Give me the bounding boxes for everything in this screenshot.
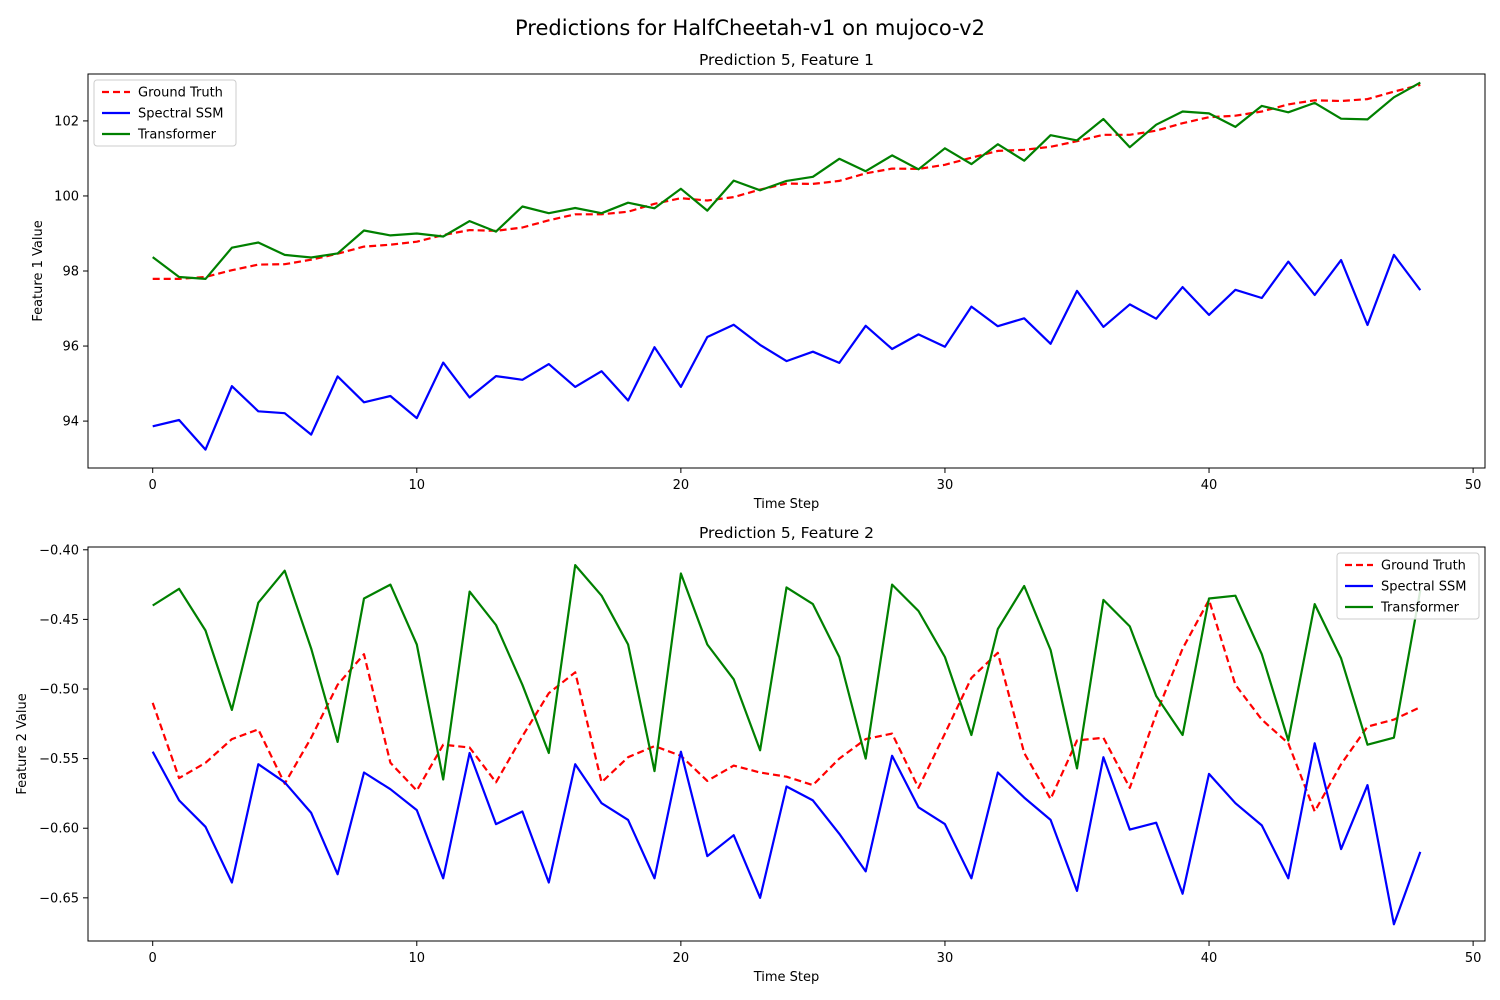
subplot-feature-1: 0 10 20 30 40 50 94 96 98 100 102 Prediction 5, Fea… — [31, 51, 1486, 512]
legend-entry: Spectral SSM — [138, 107, 224, 122]
y-axis-label: Feature 2 Value — [15, 693, 30, 794]
legend-entry: Spectral SSM — [1381, 580, 1467, 595]
x-tick-label: 40 — [1201, 478, 1218, 493]
y-tick-label: 96 — [62, 340, 79, 355]
legend: Ground Truth Spectral SSM Transformer — [93, 79, 237, 147]
x-tick-label: 10 — [409, 951, 426, 966]
series-line-transformer — [152, 563, 1422, 781]
y-tick-label: 98 — [62, 265, 79, 280]
series-line-transformer — [152, 81, 1421, 280]
figure-title: Predictions for HalfCheetah-v1 on mujoco… — [515, 16, 985, 40]
x-tick-label: 0 — [149, 951, 157, 966]
legend-entry: Ground Truth — [1381, 559, 1466, 574]
legend-entry: Transformer — [137, 128, 217, 143]
x-tick-label: 20 — [673, 951, 690, 966]
x-tick-label: 20 — [673, 478, 690, 493]
subplot-title: Prediction 5, Feature 2 — [699, 524, 874, 542]
legend-box — [1336, 552, 1480, 620]
x-tick-label: 10 — [409, 478, 426, 493]
x-tick-label: 0 — [149, 478, 157, 493]
y-tick-label: −0.50 — [39, 683, 79, 698]
legend-box — [93, 79, 237, 147]
y-tick-label: −0.55 — [39, 752, 79, 767]
legend-entry: Ground Truth — [138, 86, 223, 101]
subplot-feature-2: 0 10 20 30 40 50 −0.40 −0.45 −0.50 −0.55 −0.60 −0.6… — [15, 524, 1486, 985]
legend-entry: Transformer — [1380, 601, 1460, 616]
y-tick-label: −0.65 — [39, 891, 79, 906]
axes-frame — [87, 546, 1486, 942]
x-tick-label: 30 — [937, 951, 954, 966]
axes-frame — [87, 73, 1486, 469]
series-line-ground-truth — [152, 83, 1421, 280]
series-line-spectral-ssm — [151, 742, 1422, 926]
y-axis-label: Feature 1 Value — [31, 220, 46, 321]
x-tick-label: 30 — [937, 478, 954, 493]
series-line-ground-truth — [151, 598, 1421, 813]
y-tick-label: 100 — [54, 189, 79, 204]
x-tick-label: 50 — [1465, 478, 1482, 493]
x-axis-label: Time Step — [753, 970, 820, 985]
x-axis-label: Time Step — [753, 497, 820, 512]
y-tick-label: 102 — [54, 114, 79, 129]
subplot-title: Prediction 5, Feature 1 — [699, 51, 874, 69]
series-line-spectral-ssm — [152, 253, 1422, 451]
y-tick-label: −0.40 — [39, 543, 79, 558]
y-tick-label: −0.45 — [39, 613, 79, 628]
y-tick-label: −0.60 — [39, 822, 79, 837]
legend: Ground Truth Spectral SSM Transformer — [1336, 552, 1480, 620]
y-tick-label: 94 — [62, 415, 79, 430]
x-tick-label: 50 — [1465, 951, 1482, 966]
x-tick-label: 40 — [1201, 951, 1218, 966]
